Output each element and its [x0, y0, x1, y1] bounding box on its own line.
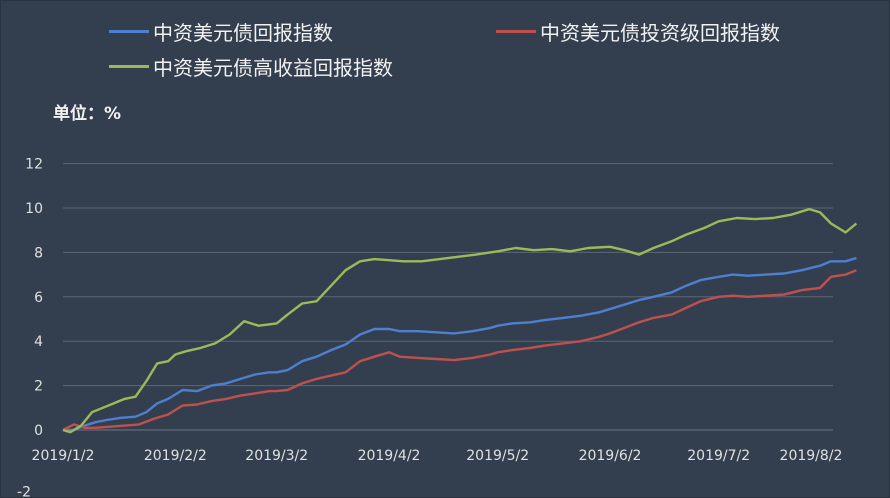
- x-tick-label: 2019/2/2: [144, 448, 207, 464]
- y-tick-label: 4: [34, 334, 43, 350]
- x-tick-label: 2019/4/2: [358, 448, 421, 464]
- unit-label: 单位：%: [53, 104, 122, 124]
- series-line-0: [63, 256, 857, 432]
- y-tick-label: -2: [17, 484, 31, 497]
- legend-swatch-blue: [109, 30, 149, 33]
- y-tick-label: 0: [34, 423, 43, 439]
- y-tick-label: 10: [25, 201, 43, 217]
- y-tick-label: 2: [34, 379, 43, 395]
- x-axis-ticks: 2019/1/2 2019/2/2 2019/3/2 2019/4/2 2019/5/2…: [32, 448, 843, 464]
- y-tick-label: 8: [34, 245, 43, 261]
- legend-item-cn-usd-hy: 中资美元债高收益回报指数: [109, 52, 393, 81]
- y-tick-label: 6: [34, 290, 43, 306]
- x-tick-label: 2019/7/2: [687, 448, 750, 464]
- legend-item-cn-usd-ig: 中资美元债投资级回报指数: [496, 17, 780, 46]
- legend-label: 中资美元债回报指数: [153, 21, 333, 45]
- legend-label: 中资美元债投资级回报指数: [540, 21, 780, 45]
- series-line-2: [62, 207, 858, 434]
- x-tick-label: 2019/5/2: [466, 448, 529, 464]
- x-tick-label: 2019/1/2: [32, 448, 95, 464]
- legend-swatch-green: [109, 65, 149, 68]
- y-tick-label: 12: [25, 157, 43, 173]
- series-lines: [62, 207, 858, 434]
- gridlines: [63, 163, 833, 431]
- x-tick-label: 2019/6/2: [579, 448, 642, 464]
- legend-label: 中资美元债高收益回报指数: [153, 56, 393, 80]
- y-axis-ticks: -2 0 2 4 6 8 10 12: [17, 157, 43, 497]
- legend-swatch-red: [496, 30, 536, 33]
- x-tick-label: 2019/8/2: [780, 448, 843, 464]
- series-line-1: [62, 269, 857, 432]
- x-tick-label: 2019/3/2: [245, 448, 308, 464]
- legend-item-cn-usd-bond: 中资美元债回报指数: [109, 17, 333, 46]
